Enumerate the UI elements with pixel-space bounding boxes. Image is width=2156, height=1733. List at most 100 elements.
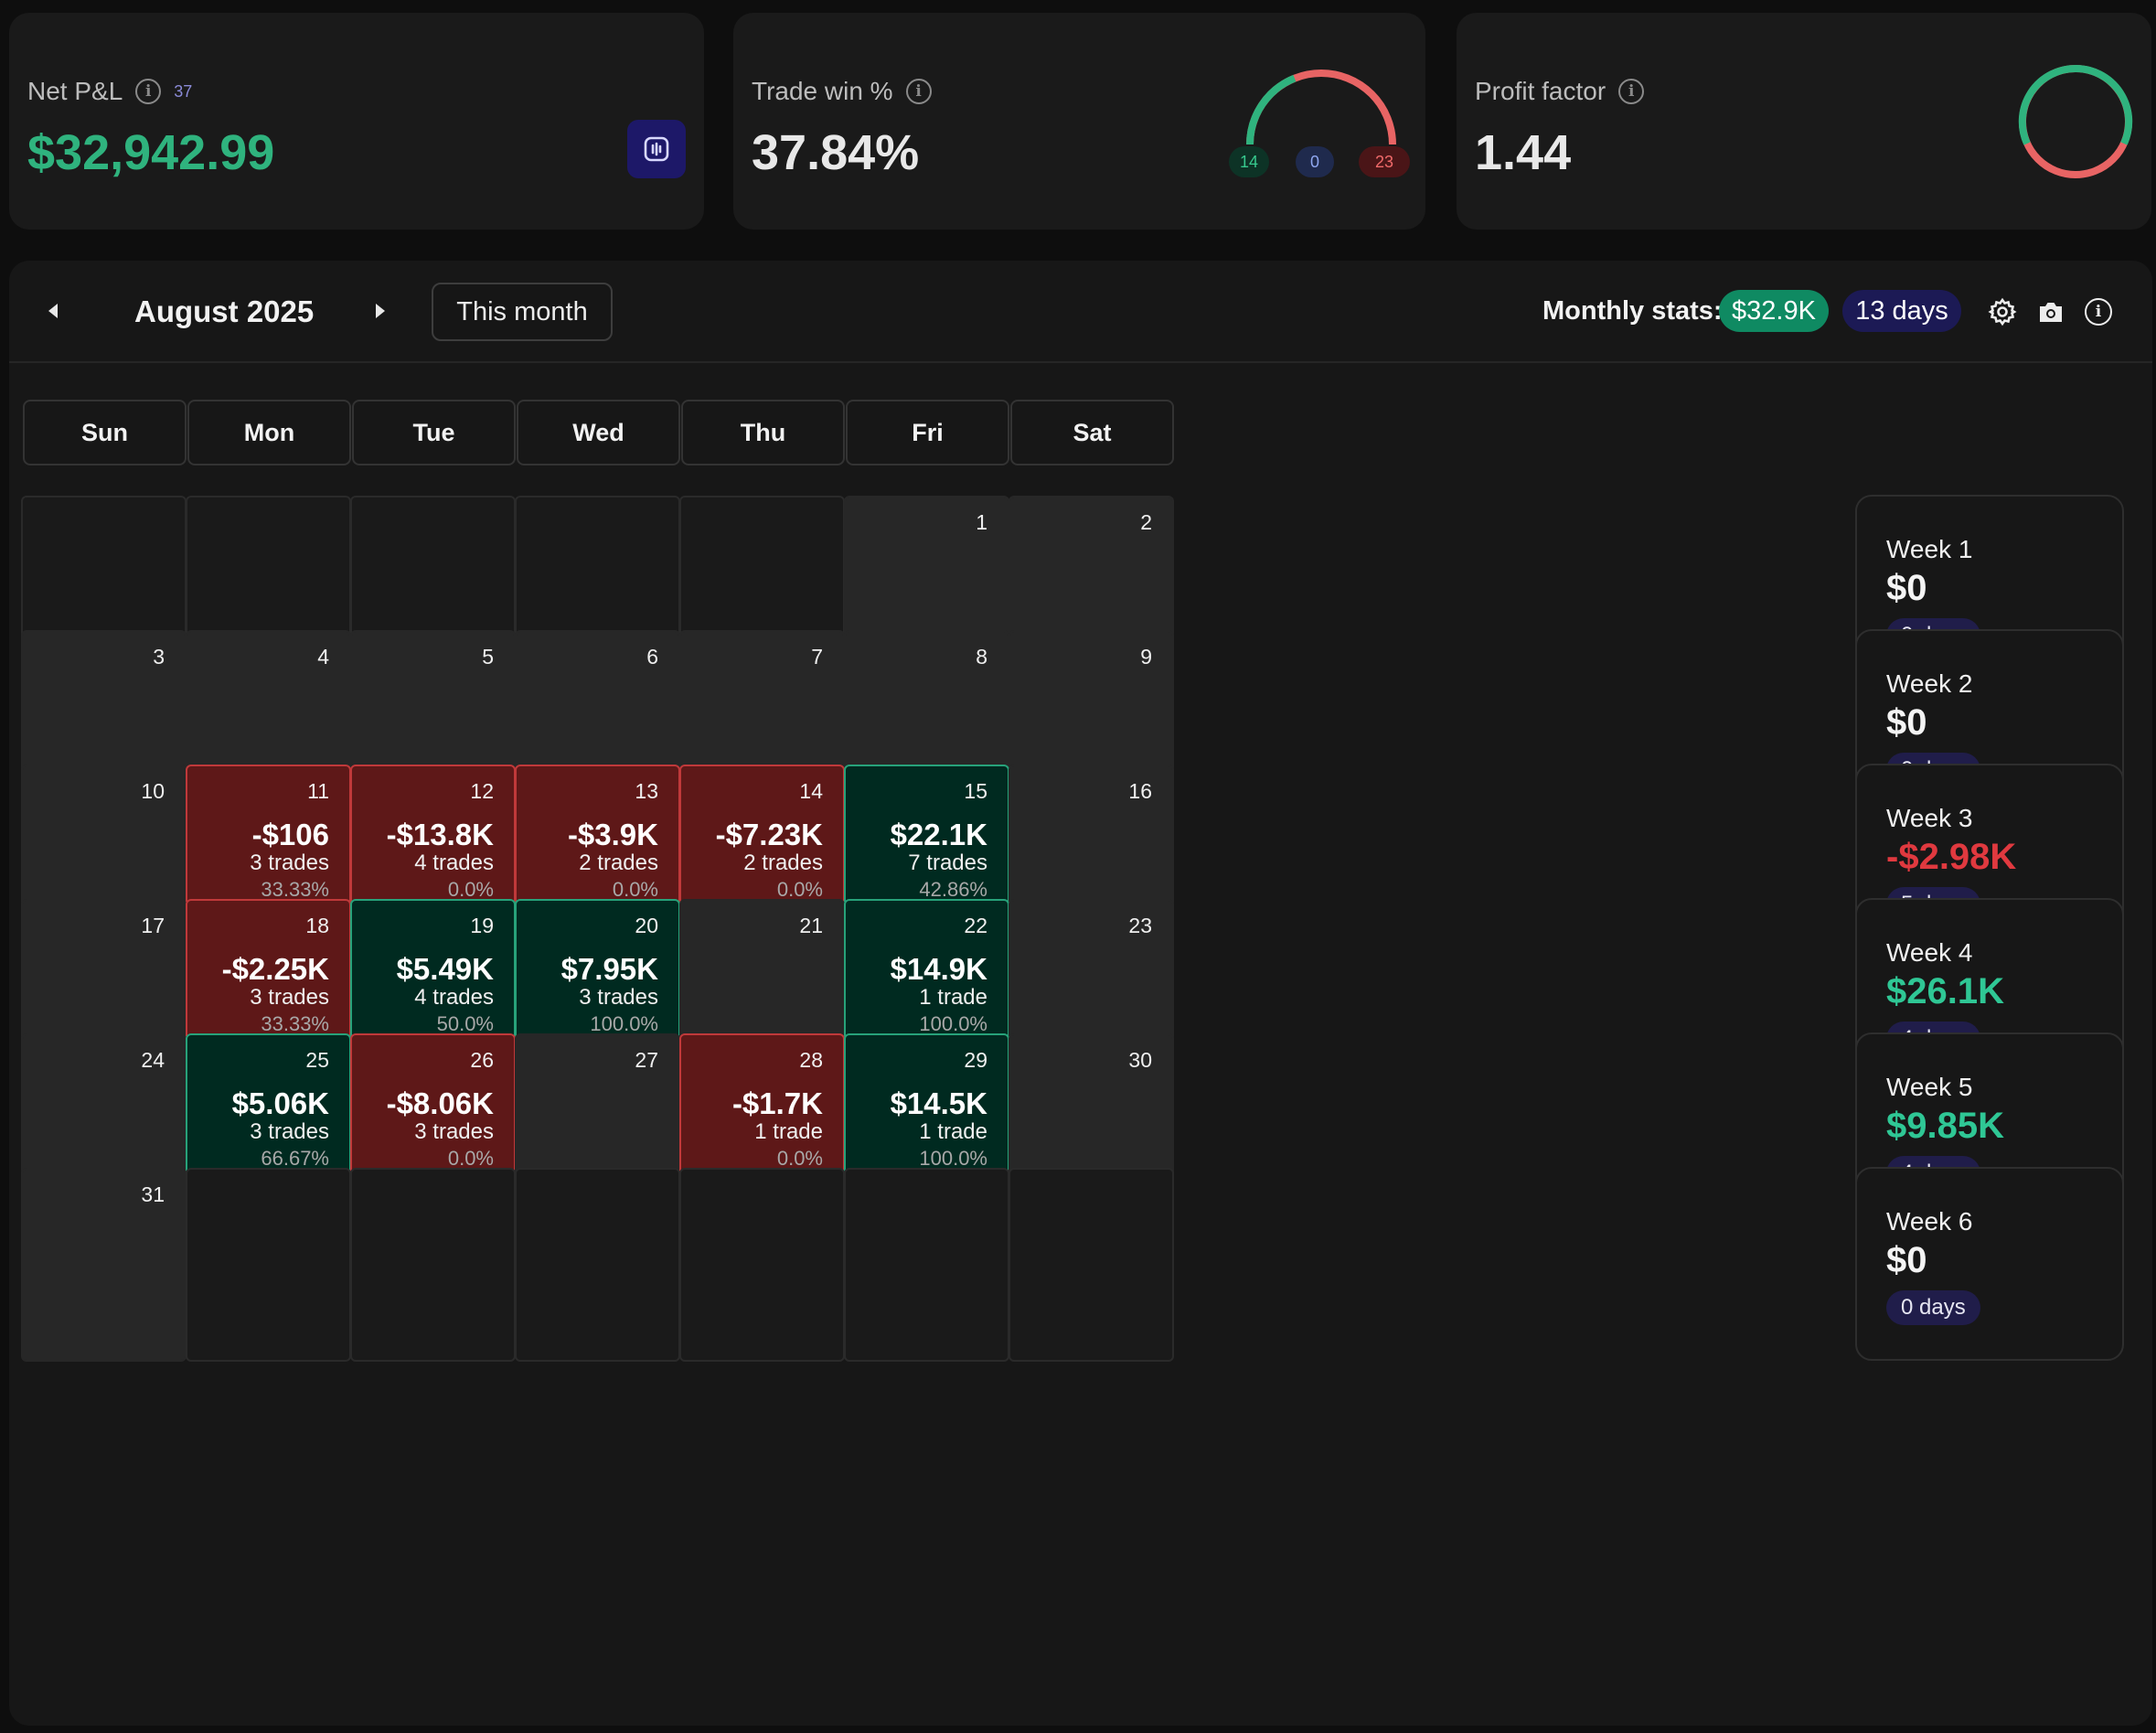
- day-number: 30: [1128, 1048, 1152, 1072]
- day-pnl: $5.06K: [231, 1086, 329, 1120]
- day-win-rate: 100.0%: [590, 1012, 658, 1035]
- day-number: 23: [1128, 914, 1152, 937]
- day-trade-count: 4 trades: [414, 985, 494, 1010]
- week-pnl: $0: [1886, 702, 1927, 743]
- monthly-days-badge: 13 days: [1842, 290, 1961, 332]
- day-number: 2: [1140, 510, 1152, 534]
- weekday-header-fri: Fri: [846, 400, 1009, 465]
- day-number: 16: [1128, 779, 1152, 803]
- day-pnl: -$1.7K: [731, 1086, 823, 1120]
- weekday-header-sun: Sun: [23, 400, 187, 465]
- prev-month-button[interactable]: [39, 297, 67, 325]
- calendar-info-button[interactable]: i: [2083, 296, 2114, 327]
- day-win-rate: 100.0%: [919, 1012, 987, 1035]
- net-pnl-card: Net P&L i 37 $32,942.99: [9, 13, 704, 230]
- chevron-left-icon: [48, 304, 58, 318]
- day-number: 18: [305, 914, 329, 937]
- chart-icon: [644, 136, 669, 162]
- net-pnl-label: Net P&L: [27, 77, 123, 105]
- day-number: 24: [141, 1048, 165, 1072]
- day-pnl: $5.49K: [396, 952, 494, 986]
- day-pnl: -$3.9K: [567, 818, 658, 851]
- day-win-rate: 0.0%: [447, 878, 494, 901]
- day-trade-count: 3 trades: [579, 985, 658, 1010]
- day-number: 26: [470, 1048, 494, 1072]
- profit-factor-value: 1.44: [1475, 125, 1572, 180]
- day-pnl: -$2.25K: [221, 952, 329, 986]
- info-icon[interactable]: i: [905, 79, 932, 104]
- day-win-rate: 50.0%: [436, 1012, 494, 1035]
- day-trade-count: 3 trades: [250, 985, 329, 1010]
- trade-win-value: 37.84%: [752, 125, 920, 180]
- day-win-rate: 0.0%: [447, 1147, 494, 1170]
- day-trade-count: 3 trades: [250, 1119, 329, 1144]
- day-number: 5: [482, 645, 494, 669]
- calendar-panel: August 2025 This month Monthly stats: $3…: [9, 261, 2152, 1726]
- calendar-toolbar: August 2025 This month Monthly stats: $3…: [9, 261, 2152, 363]
- settings-icon: [1988, 297, 2017, 326]
- info-icon: i: [2085, 298, 2112, 326]
- week-label: Week 6: [1886, 1207, 1973, 1236]
- next-month-button[interactable]: [367, 297, 394, 325]
- day-number: 22: [964, 914, 987, 937]
- wins-badge: 14: [1229, 146, 1269, 177]
- week-label: Week 1: [1886, 535, 1973, 563]
- profit-factor-ring: [2018, 64, 2133, 178]
- week-pnl: $9.85K: [1886, 1106, 2004, 1146]
- calendar-empty-cell: [1009, 1168, 1174, 1362]
- week-label: Week 3: [1886, 804, 1973, 832]
- day-number: 7: [811, 645, 823, 669]
- day-number: 6: [646, 645, 658, 669]
- losses-badge: 23: [1359, 146, 1410, 177]
- day-win-rate: 33.33%: [261, 878, 329, 901]
- day-number: 27: [635, 1048, 658, 1072]
- net-pnl-value: $32,942.99: [27, 125, 275, 180]
- weekday-header-wed: Wed: [517, 400, 680, 465]
- week-pnl: $0: [1886, 568, 1927, 608]
- info-icon[interactable]: i: [135, 79, 162, 104]
- profit-factor-label: Profit factor: [1475, 77, 1606, 105]
- day-trade-count: 3 trades: [414, 1119, 494, 1144]
- day-number: 12: [470, 779, 494, 803]
- day-trade-count: 1 trade: [754, 1119, 823, 1144]
- day-pnl: $14.5K: [890, 1086, 987, 1120]
- day-number: 25: [305, 1048, 329, 1072]
- net-pnl-header: Net P&L i 37: [27, 77, 192, 106]
- day-trade-count: 1 trade: [919, 985, 987, 1010]
- day-win-rate: 33.33%: [261, 1012, 329, 1035]
- day-number: 13: [635, 779, 658, 803]
- this-month-button[interactable]: This month: [432, 283, 613, 341]
- day-trade-count: 2 trades: [743, 850, 823, 875]
- day-pnl: -$13.8K: [386, 818, 494, 851]
- info-icon[interactable]: i: [1618, 79, 1645, 104]
- day-number: 15: [964, 779, 987, 803]
- profit-factor-card: Profit factor i 1.44: [1457, 13, 2151, 230]
- day-number: 3: [153, 645, 165, 669]
- day-pnl: -$7.23K: [715, 818, 823, 851]
- day-pnl: -$8.06K: [386, 1086, 494, 1120]
- day-number: 20: [635, 914, 658, 937]
- weekday-header-sat: Sat: [1010, 400, 1174, 465]
- trade-win-header: Trade win % i: [752, 77, 932, 106]
- calendar-empty-cell: [350, 1168, 516, 1362]
- calendar-day-31[interactable]: 31: [21, 1168, 187, 1362]
- profit-factor-header: Profit factor i: [1475, 77, 1645, 106]
- week-label: Week 2: [1886, 669, 1973, 698]
- day-win-rate: 0.0%: [612, 878, 658, 901]
- screenshot-button[interactable]: [2035, 296, 2066, 327]
- day-number: 19: [470, 914, 494, 937]
- day-trade-count: 3 trades: [250, 850, 329, 875]
- day-number: 21: [799, 914, 823, 937]
- win-rate-gauge: [1246, 70, 1396, 145]
- day-pnl: $7.95K: [560, 952, 658, 986]
- trade-win-label: Trade win %: [752, 77, 893, 105]
- settings-button[interactable]: [1987, 296, 2018, 327]
- calendar-empty-cell: [515, 1168, 680, 1362]
- chart-toggle-button[interactable]: [627, 120, 686, 178]
- day-number: 11: [307, 779, 329, 803]
- day-number: 10: [141, 779, 165, 803]
- camera-icon: [2040, 303, 2062, 322]
- day-trade-count: 2 trades: [579, 850, 658, 875]
- day-number: 28: [799, 1048, 823, 1072]
- day-trade-count: 1 trade: [919, 1119, 987, 1144]
